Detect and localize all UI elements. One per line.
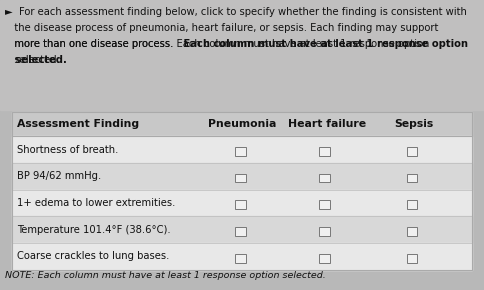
Text: selected.: selected. [5,55,60,65]
FancyBboxPatch shape [319,254,330,262]
FancyBboxPatch shape [407,147,417,156]
Text: Coarse crackles to lung bases.: Coarse crackles to lung bases. [17,251,169,261]
FancyBboxPatch shape [235,174,245,182]
FancyBboxPatch shape [407,254,417,262]
Text: Sepsis: Sepsis [394,119,434,129]
Text: NOTE: Each column must have at least 1 response option selected.: NOTE: Each column must have at least 1 r… [5,271,326,280]
FancyBboxPatch shape [407,200,417,209]
FancyBboxPatch shape [235,254,245,262]
FancyBboxPatch shape [319,147,330,156]
FancyBboxPatch shape [235,147,245,156]
FancyBboxPatch shape [319,200,330,209]
Text: the disease process of pneumonia, heart failure, or sepsis. Each finding may sup: the disease process of pneumonia, heart … [5,23,438,33]
Text: Pneumonia: Pneumonia [208,119,276,129]
Bar [0,0,484,110]
Bar [12,112,472,270]
Text: Each column must have at least 1 response option: Each column must have at least 1 respons… [5,39,468,49]
Bar [12,243,472,270]
Text: more than one disease process.: more than one disease process. [5,39,176,49]
Text: selected.: selected. [5,55,67,65]
Text: BP 94/62 mmHg.: BP 94/62 mmHg. [17,171,101,181]
Text: more than one disease process. Each column must have at least 1 response option: more than one disease process. Each colu… [5,39,429,49]
Bar [12,112,472,270]
FancyBboxPatch shape [407,227,417,236]
Text: Assessment Finding: Assessment Finding [17,119,139,129]
FancyBboxPatch shape [235,227,245,236]
Text: ►  For each assessment finding below, click to specify whether the finding is co: ► For each assessment finding below, cli… [5,7,467,17]
FancyBboxPatch shape [407,174,417,182]
FancyBboxPatch shape [319,227,330,236]
Bar [12,163,472,190]
FancyBboxPatch shape [235,200,245,209]
Bar [12,136,472,163]
Bar [12,112,472,136]
Bar [12,216,472,243]
FancyBboxPatch shape [319,174,330,182]
Text: Shortness of breath.: Shortness of breath. [17,145,118,155]
Text: Temperature 101.4°F (38.6°C).: Temperature 101.4°F (38.6°C). [17,225,170,235]
Text: 1+ edema to lower extremities.: 1+ edema to lower extremities. [17,198,175,208]
Text: Heart failure: Heart failure [287,119,366,129]
Bar [12,190,472,216]
